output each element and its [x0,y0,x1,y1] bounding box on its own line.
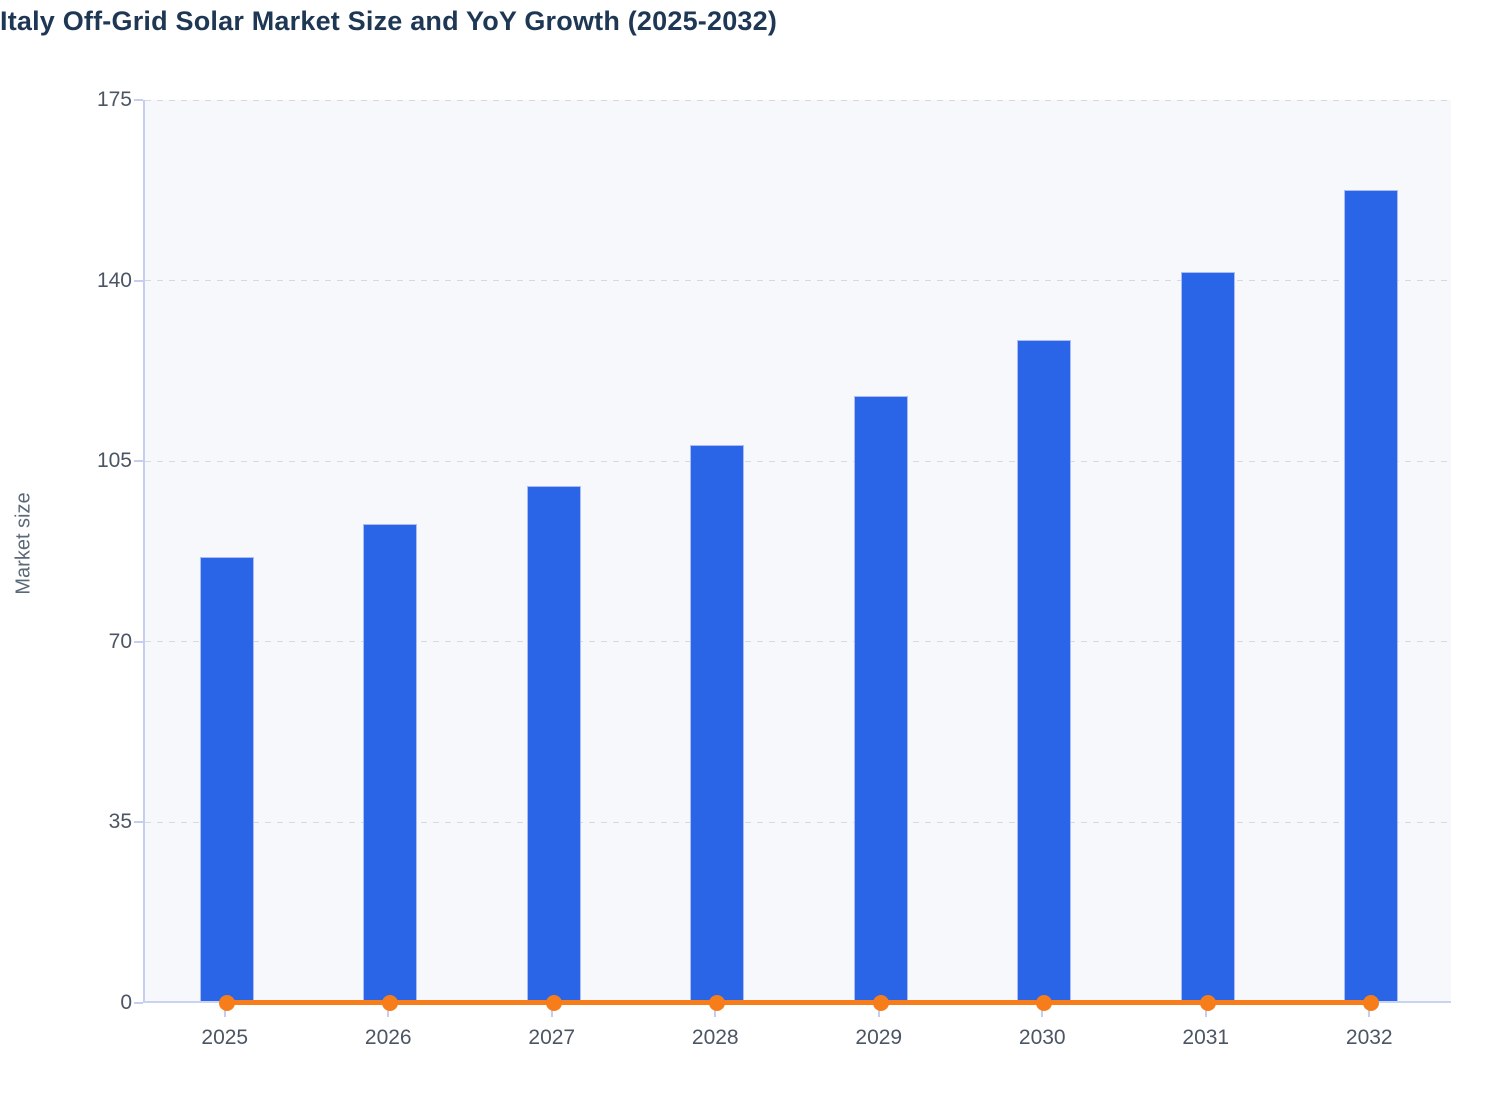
y-tick-label-105: 105 [96,449,132,473]
yoy-dot-2030[interactable] [1036,995,1053,1011]
yoy-dot-2026[interactable] [382,995,399,1011]
y-tick-label-35: 35 [108,810,132,834]
chart-title: Italy Off-Grid Solar Market Size and YoY… [0,6,778,36]
bar-2032[interactable] [1344,189,1399,1001]
x-tick-mark-2032 [1368,1005,1371,1017]
bar-2028[interactable] [690,444,745,1001]
y-tick-mark-70 [134,640,143,643]
bar-2031[interactable] [1180,271,1235,1001]
x-tick-label-2025: 2025 [201,1026,249,1049]
bar-2027[interactable] [526,486,581,1001]
gridline-140 [145,280,1451,282]
y-axis-title: Market size [12,492,35,595]
y-tick-label-70: 70 [108,629,132,653]
y-tick-label-175: 175 [96,88,132,111]
x-tick-label-2026: 2026 [364,1026,412,1049]
x-tick-label-2029: 2029 [855,1026,903,1049]
y-tick-mark-140 [134,279,143,282]
y-tick-label-0: 0 [120,991,132,1014]
x-tick-mark-2027 [550,1005,553,1017]
y-tick-mark-0 [134,1002,143,1004]
y-tick-label-140: 140 [96,268,132,292]
x-tick-label-2028: 2028 [691,1026,739,1049]
gridline-105 [145,460,1451,462]
x-tick-mark-2026 [387,1005,390,1017]
x-tick-mark-2031 [1204,1005,1207,1017]
yoy-dot-2027[interactable] [545,995,562,1011]
bar-2025[interactable] [199,557,254,1001]
bar-2029[interactable] [853,395,908,1001]
x-tick-label-2027: 2027 [528,1026,576,1049]
plot-area [143,99,1451,1011]
gridline-175 [145,99,1451,101]
y-tick-mark-35 [134,821,143,824]
x-tick-mark-2025 [223,1005,226,1017]
yoy-dot-2025[interactable] [218,995,235,1011]
yoy-dot-2032[interactable] [1363,995,1380,1011]
gridline-35 [145,821,1451,823]
x-tick-label-2031: 2031 [1182,1026,1230,1049]
yoy-growth-line [226,1000,1372,1005]
x-tick-mark-2029 [877,1005,880,1017]
yoy-dot-2029[interactable] [872,995,889,1011]
yoy-dot-2028[interactable] [709,995,726,1011]
bar-2026[interactable] [363,524,418,1001]
x-tick-mark-2028 [714,1005,717,1017]
gridline-70 [145,641,1451,643]
bar-2030[interactable] [1017,340,1072,1001]
x-tick-label-2032: 2032 [1345,1026,1393,1049]
y-tick-mark-105 [134,460,143,463]
x-tick-mark-2030 [1041,1005,1044,1017]
yoy-dot-2031[interactable] [1199,995,1216,1011]
y-tick-mark-175 [134,99,143,101]
x-tick-label-2030: 2030 [1018,1026,1066,1049]
